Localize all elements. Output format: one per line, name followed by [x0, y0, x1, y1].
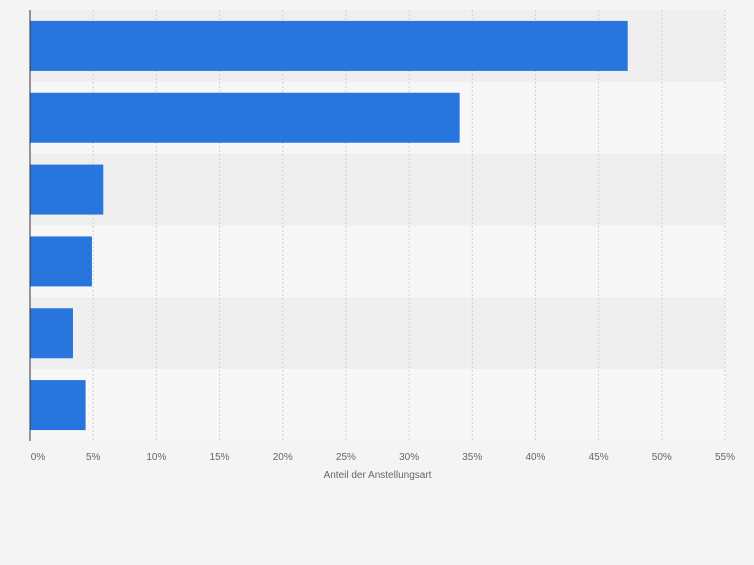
x-axis-ticks: 0% 5% 10% 15% 20% 25% 30% 35% 40% 45% 50% 55%	[31, 452, 735, 463]
row-band	[30, 369, 725, 441]
bar-4	[30, 236, 92, 287]
x-tick-label: 50%	[652, 452, 672, 463]
x-tick-label: 55%	[715, 452, 735, 463]
x-tick-label: 45%	[589, 452, 609, 463]
x-tick-label: 10%	[146, 452, 166, 463]
x-tick-label: 25%	[336, 452, 356, 463]
x-tick-label: 5%	[86, 452, 101, 463]
row-band	[30, 225, 725, 298]
x-tick-label: 35%	[462, 452, 482, 463]
row-band	[30, 153, 725, 226]
bar-6	[30, 380, 86, 431]
bar-1	[30, 20, 628, 71]
bar-2	[30, 92, 460, 143]
x-tick-label: 0%	[31, 452, 46, 463]
bar-3	[30, 164, 104, 215]
x-tick-label: 30%	[399, 452, 419, 463]
x-tick-label: 40%	[525, 452, 545, 463]
bar-5	[30, 308, 73, 359]
x-tick-label: 15%	[210, 452, 230, 463]
x-axis-title: Anteil der Anstellungsart	[324, 470, 432, 481]
bars	[30, 20, 628, 431]
row-band	[30, 297, 725, 370]
row-bands	[30, 10, 725, 441]
x-tick-label: 20%	[273, 452, 293, 463]
